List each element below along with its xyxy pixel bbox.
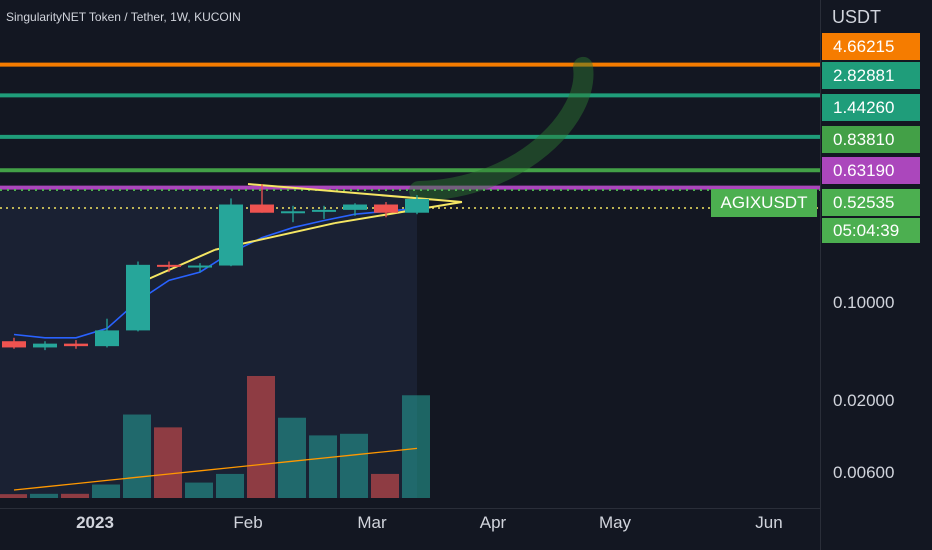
candle-body — [2, 341, 26, 348]
price-axis-divider — [820, 0, 821, 550]
time-tick-label: Jun — [755, 513, 783, 532]
time-tick-label: Mar — [357, 513, 387, 532]
time-tick-label: 2023 — [76, 513, 114, 532]
triangle-lower-line — [334, 201, 463, 225]
candle-body — [33, 343, 57, 348]
time-tick-label: Apr — [479, 513, 507, 532]
bar-countdown: 05:04:39 — [822, 218, 920, 243]
volume-bar — [123, 414, 151, 498]
level-tag-teal-1: 2.82881 — [822, 62, 920, 89]
candle-body — [312, 209, 336, 212]
currency-label[interactable]: USDT — [832, 7, 881, 27]
volume-bar — [309, 435, 337, 498]
volume-bar — [154, 427, 182, 498]
chart-title: SingularityNET Token / Tether, 1W, KUCOI… — [6, 10, 241, 24]
time-tick-label: May — [598, 513, 632, 532]
candle-body — [405, 198, 429, 213]
volume-average-line — [13, 447, 418, 491]
price-tick-label: 0.00600 — [833, 463, 895, 482]
candle-body — [250, 204, 274, 213]
volume-bar — [185, 482, 213, 498]
volume-bar — [92, 484, 120, 498]
candle-body — [281, 211, 305, 214]
volume-bar — [371, 473, 399, 498]
candle-body — [95, 330, 119, 347]
time-axis-divider — [0, 508, 820, 509]
time-tick-label: Feb — [233, 513, 263, 532]
candle-body — [219, 204, 243, 266]
candle-body — [157, 264, 181, 267]
candle-body — [343, 204, 367, 210]
candle-body — [374, 204, 398, 213]
last-price-tag: 0.52535 — [822, 189, 920, 216]
volume-bar — [402, 395, 430, 498]
volume-bar — [30, 493, 58, 498]
level-tag-green: 0.83810 — [822, 126, 920, 153]
candle-body — [188, 265, 212, 268]
candle-body — [126, 264, 150, 331]
price-tick-label: 0.02000 — [833, 391, 895, 410]
level-tag-teal-2: 1.44260 — [822, 94, 920, 121]
volume-bar — [278, 417, 306, 498]
price-tick-label: 0.10000 — [833, 293, 895, 312]
volume-bar — [216, 473, 244, 498]
volume-bar — [61, 493, 89, 498]
moving-average-line — [13, 207, 418, 339]
level-tag-orange: 4.66215 — [822, 33, 920, 60]
projection-path — [409, 56, 594, 201]
symbol-tag: AGIXUSDT — [711, 189, 817, 217]
volume-bar — [340, 433, 368, 498]
candle-body — [64, 343, 88, 347]
volume-bar — [247, 376, 275, 498]
volume-bar — [0, 494, 27, 498]
level-tag-purple: 0.63190 — [822, 157, 920, 184]
